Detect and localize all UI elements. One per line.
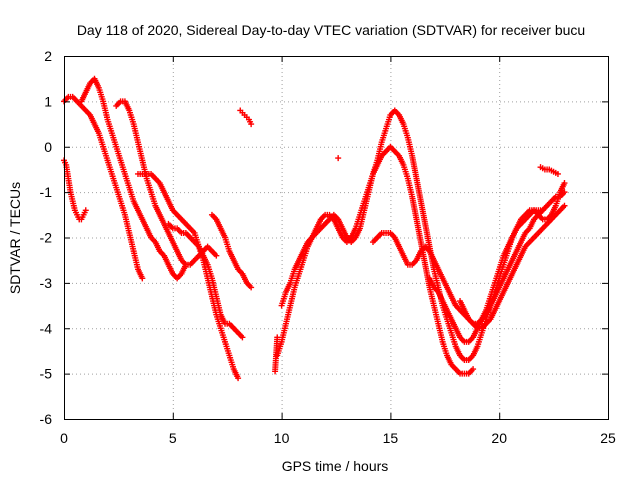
x-tick-label: 25 [600,430,616,446]
series-track-m [457,202,568,332]
series-track-b [61,157,89,223]
series-track-g [208,211,255,291]
data-point [539,207,546,214]
series-track-n [537,164,561,177]
series-track-f [165,220,246,341]
data-point [239,334,246,341]
y-axis-label: SDTVAR / TECUs [7,182,23,294]
data-point [470,366,477,373]
y-tick-label: -6 [40,411,53,427]
data-point [274,334,281,341]
y-tick-labels: -6 -5 -4 -3 -2 -1 0 1 2 [40,48,53,427]
series-track-c [78,75,189,282]
series-track-h [237,107,255,128]
data-point [82,207,89,214]
x-tick-label: 5 [169,430,177,446]
data-point [561,180,568,187]
y-tick-label: -2 [40,230,53,246]
x-tick-label: 0 [60,430,68,446]
y-tick-label: -4 [40,320,53,336]
data-point [213,252,220,259]
data-point [561,202,568,209]
series-track-o [335,155,342,162]
y-tick-label: -5 [40,366,53,382]
y-tick-label: 1 [44,93,52,109]
y-tick-label: 0 [44,139,52,155]
chart-title: Day 118 of 2020, Sidereal Day-to-day VTE… [77,22,585,38]
x-tick-labels: 0 5 10 15 20 25 [60,430,616,446]
y-tick-label: -3 [40,275,53,291]
data-point [248,284,255,291]
x-tick-label: 20 [491,430,507,446]
x-axis-label: GPS time / hours [282,458,389,474]
data-point [139,275,146,282]
series-track-e [134,170,242,382]
series-track-i [274,143,477,377]
data-point [248,121,255,128]
axis-ticks [64,56,609,420]
data-point [554,170,561,177]
y-tick-label: 2 [44,48,52,64]
data-series [61,75,568,382]
x-tick-label: 10 [274,430,290,446]
data-point [335,155,342,162]
data-point [561,189,568,196]
x-tick-label: 15 [383,430,399,446]
series-track-p [272,334,281,375]
data-point [235,375,242,382]
grid-lines [64,56,608,419]
series-track-d [113,98,220,268]
y-tick-label: -1 [40,184,53,200]
